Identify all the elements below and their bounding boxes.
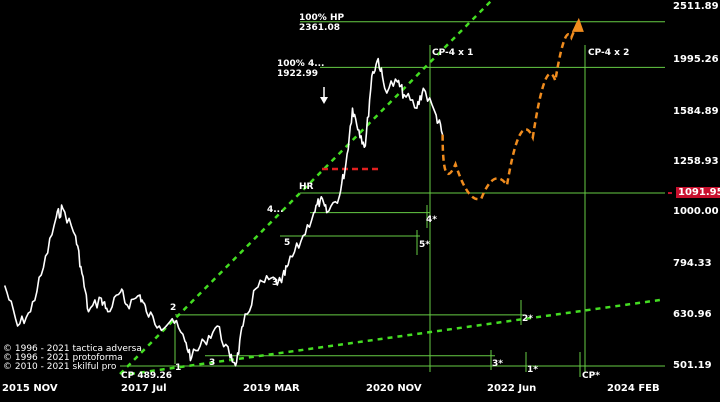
cp-base-label: CP 489.26 bbox=[121, 371, 173, 381]
target-1-label: 1* bbox=[527, 365, 538, 375]
x-tick-label: 2024 FEB bbox=[607, 383, 660, 394]
target-2-label: 2* bbox=[522, 314, 533, 324]
hp100-4-label: 100% 4... bbox=[277, 59, 325, 69]
target-4-label: 4* bbox=[426, 215, 437, 225]
hr-label: HR bbox=[299, 182, 314, 192]
y-tick-label: 1995.26 bbox=[673, 54, 719, 65]
y-tick-label: 630.96 bbox=[673, 309, 712, 320]
hp100-label: 100% HP bbox=[299, 13, 345, 23]
x-tick-label: 2020 NOV bbox=[366, 383, 422, 394]
wave-1-label: 1 bbox=[175, 363, 182, 373]
y-tick-label: 2511.89 bbox=[673, 1, 719, 12]
current-price-label: 1091.95 bbox=[676, 187, 720, 198]
x-tick-label: 2017 Jul bbox=[121, 383, 167, 394]
target-5-label: 5* bbox=[419, 240, 430, 250]
y-tick-label: 1000.00 bbox=[673, 206, 719, 217]
x-tick-label: 2022 Jun bbox=[487, 383, 537, 394]
y-tick-label: 794.33 bbox=[673, 258, 712, 269]
y-tick-label: 1258.93 bbox=[673, 156, 719, 167]
down-arrow-head-icon bbox=[320, 97, 328, 104]
cp-star-label: CP* bbox=[582, 371, 600, 381]
x-tick-label: 2019 MAR bbox=[243, 383, 300, 394]
target-3-label: 3* bbox=[492, 359, 503, 369]
projection-line bbox=[441, 21, 579, 201]
y-tick-label: 1584.89 bbox=[673, 106, 719, 117]
wave-5-label: 5 bbox=[284, 238, 291, 248]
copyright-line: © 1996 - 2021 tactica adversa bbox=[3, 344, 142, 354]
hp100-4-value: 1922.99 bbox=[277, 69, 318, 79]
wave-3p-label: 3' bbox=[272, 278, 282, 288]
hp100-value: 2361.08 bbox=[299, 23, 340, 33]
main-trendline bbox=[119, 0, 493, 375]
wave-4-label: 4... bbox=[267, 205, 284, 215]
current-price-marker bbox=[668, 192, 672, 195]
price-line bbox=[3, 57, 444, 367]
wave-2-label: 2 bbox=[170, 303, 177, 313]
cp4x2-label: CP-4 x 2 bbox=[588, 48, 630, 58]
copyright-line: © 1996 - 2021 protoforma bbox=[3, 353, 123, 363]
projection-arrowhead bbox=[571, 17, 584, 32]
y-tick-label: 501.19 bbox=[673, 360, 712, 371]
wave-3-label: 3 bbox=[209, 358, 216, 368]
cp4x1-label: CP-4 x 1 bbox=[432, 48, 474, 58]
copyright-line: © 2010 - 2021 skilful pro bbox=[3, 362, 117, 372]
x-tick-label: 2015 NOV bbox=[2, 383, 58, 394]
